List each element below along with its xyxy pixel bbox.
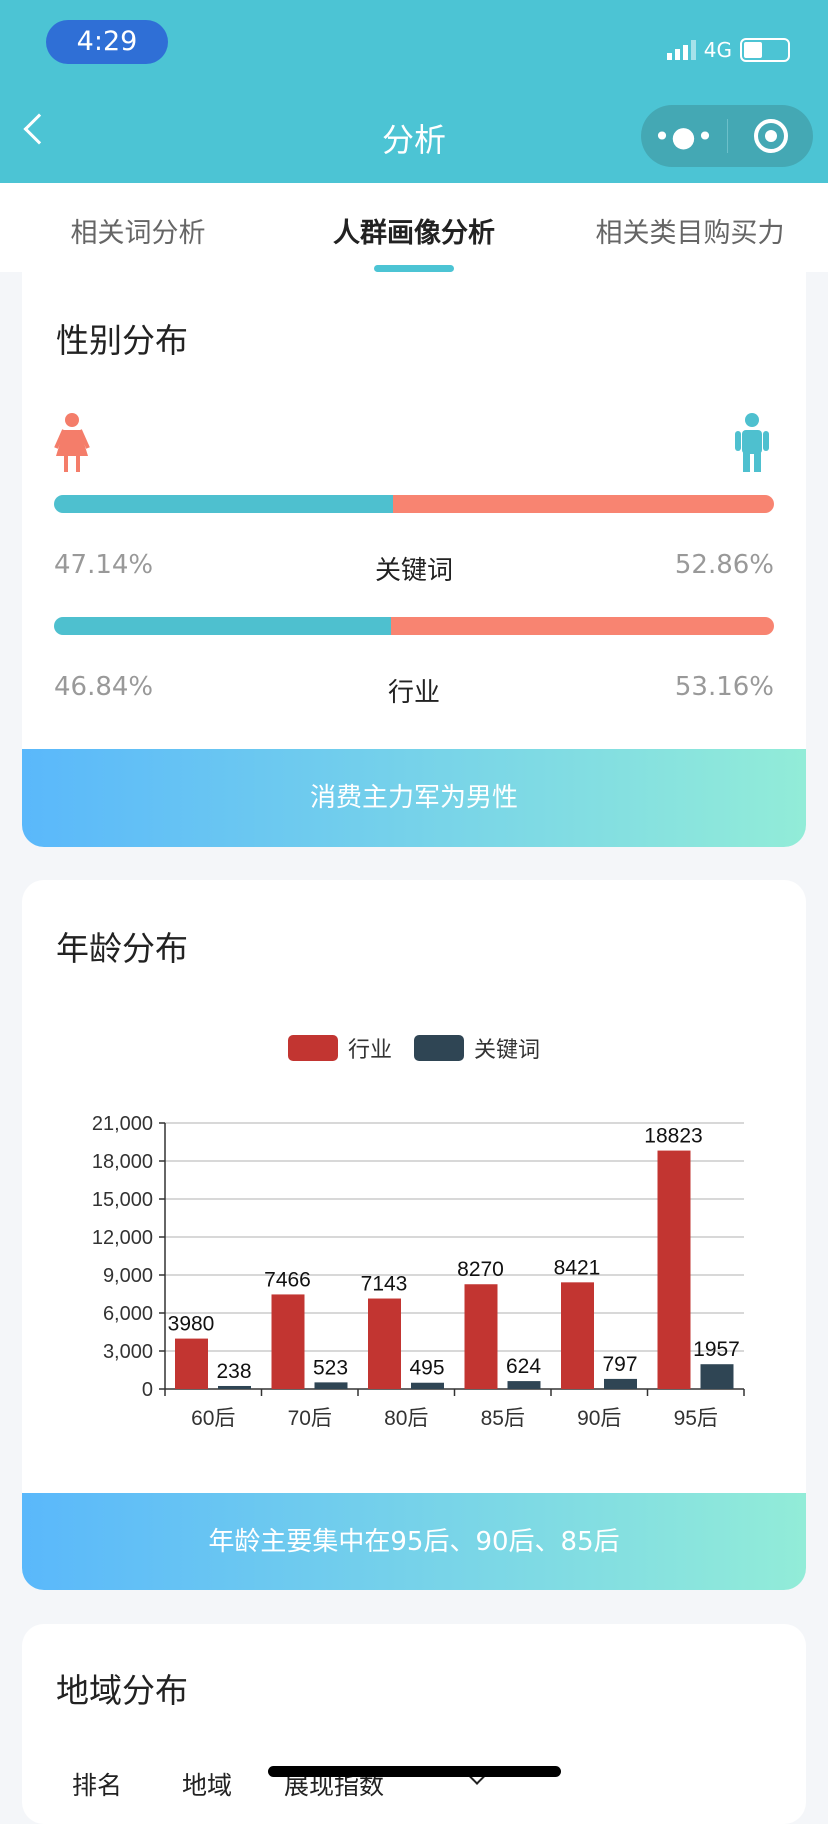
y-tick-label: 0 <box>142 1379 153 1401</box>
tab-bar: 相关词分析 人群画像分析 相关类目购买力 <box>0 183 828 272</box>
age-card: 年龄分布 行业 关键词 0 3,000 6,000 9,000 12,000 15,000… <box>22 880 806 1590</box>
section-title: 性别分布 <box>56 321 188 360</box>
battery-icon <box>740 38 790 62</box>
status-indicators: 4G <box>666 38 790 62</box>
y-tick-label: 21,000 <box>92 1113 153 1135</box>
page-title: 分析 <box>381 121 446 159</box>
data-label: 3980 <box>168 1313 215 1336</box>
chart-legend: 行业 关键词 <box>22 1032 806 1064</box>
gender-bar-industry <box>54 617 774 635</box>
female-icon <box>54 413 90 472</box>
y-tick-label: 12,000 <box>92 1227 153 1249</box>
column-header-region: 地域 <box>182 1771 233 1800</box>
data-label: 18823 <box>644 1125 702 1148</box>
legend-label: 行业 <box>347 1038 392 1063</box>
bar-industry <box>175 1338 208 1389</box>
data-label: 8421 <box>554 1256 601 1279</box>
bar-industry <box>657 1150 691 1389</box>
bar-industry <box>271 1294 305 1389</box>
gender-summary-banner: 消费主力军为男性 <box>22 749 806 847</box>
target-icon[interactable] <box>728 119 813 153</box>
more-dots-icon[interactable]: •●• <box>653 119 715 153</box>
male-icon <box>735 413 769 472</box>
x-tick-label: 80后 <box>384 1407 428 1430</box>
data-label: 8270 <box>457 1258 504 1281</box>
y-tick-label: 6,000 <box>103 1303 153 1325</box>
divider <box>727 119 728 153</box>
gender-bar-keyword <box>54 495 774 513</box>
data-label: 1957 <box>693 1338 740 1361</box>
legend-swatch <box>287 1035 338 1061</box>
right-percent: 53.16% <box>674 672 774 702</box>
left-percent: 46.84% <box>54 672 154 702</box>
y-tick-label: 3,000 <box>103 1341 153 1363</box>
section-title: 年龄分布 <box>56 929 188 968</box>
x-tick-label: 70后 <box>288 1407 332 1430</box>
legend-item[interactable]: 行业 <box>287 1032 392 1064</box>
data-label: 7466 <box>264 1268 311 1291</box>
signal-icon <box>666 40 696 60</box>
x-tick-label: 85后 <box>481 1407 525 1430</box>
bar-industry <box>561 1282 594 1389</box>
legend-label: 关键词 <box>474 1038 541 1063</box>
home-indicator <box>268 1766 561 1777</box>
age-bar-chart: 0 3,000 6,000 9,000 12,000 15,000 18,000 21,000… <box>92 1113 745 1430</box>
top-bar: 4:29 4G 分析 •●• <box>0 0 828 183</box>
bar-right-fill <box>393 495 774 513</box>
status-time: 4:29 <box>46 20 168 64</box>
bar-left-fill <box>54 617 392 635</box>
gender-card: 性别分布 47.14% 关键词 52.86% 46.84% 行业 53.16% … <box>22 272 806 847</box>
y-tick-label: 18,000 <box>92 1151 153 1173</box>
bar-keyword <box>218 1385 251 1389</box>
data-label: 523 <box>313 1356 348 1379</box>
tab-category-purchasing[interactable]: 相关类目购买力 <box>595 218 785 249</box>
bar-right-fill <box>391 617 774 635</box>
mini-program-capsule: •●• <box>641 105 813 167</box>
data-label: 624 <box>506 1355 541 1378</box>
data-label: 797 <box>602 1353 637 1376</box>
row-label: 关键词 <box>374 556 453 586</box>
age-summary-banner: 年龄主要集中在95后、90后、85后 <box>22 1493 806 1590</box>
legend-swatch <box>414 1035 464 1061</box>
section-title: 地域分布 <box>56 1671 188 1710</box>
x-tick-label: 95后 <box>674 1407 718 1430</box>
bar-keyword <box>314 1382 348 1389</box>
bar-keyword <box>411 1382 444 1389</box>
x-tick-label: 60后 <box>191 1407 235 1430</box>
bar-industry <box>464 1284 498 1389</box>
data-label: 7143 <box>361 1273 408 1296</box>
bar-keyword <box>507 1381 541 1389</box>
left-percent: 47.14% <box>54 550 154 580</box>
right-percent: 52.86% <box>674 550 774 580</box>
bar-left-fill <box>54 495 394 513</box>
tab-related-words[interactable]: 相关词分析 <box>70 218 206 249</box>
network-label: 4G <box>703 38 732 62</box>
y-tick-label: 15,000 <box>92 1189 153 1211</box>
data-label: 495 <box>409 1357 444 1380</box>
legend-item[interactable]: 关键词 <box>414 1032 540 1064</box>
data-label: 238 <box>216 1360 251 1383</box>
tab-audience-profile[interactable]: 人群画像分析 <box>276 183 552 272</box>
bar-keyword <box>700 1364 734 1389</box>
bar-industry <box>368 1298 401 1389</box>
bar-keyword <box>604 1378 637 1389</box>
column-header-rank: 排名 <box>72 1771 123 1800</box>
row-label: 行业 <box>387 678 440 708</box>
x-tick-label: 90后 <box>577 1407 621 1430</box>
region-card: 地域分布 排名 地域 展现指数 <box>22 1624 806 1824</box>
y-tick-label: 9,000 <box>103 1265 153 1287</box>
